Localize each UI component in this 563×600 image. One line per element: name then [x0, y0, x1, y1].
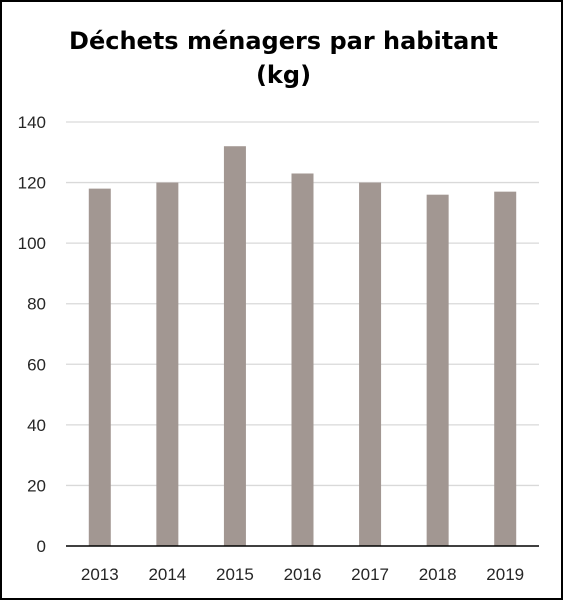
x-tick-label: 2019	[486, 565, 524, 584]
x-tick-label: 2015	[216, 565, 254, 584]
bar-2018	[426, 194, 449, 546]
chart-title-line-2: (kg)	[255, 61, 312, 89]
y-tick-label: 20	[27, 476, 46, 495]
y-tick-label: 140	[18, 113, 46, 132]
x-tick-label: 2014	[148, 565, 186, 584]
y-tick-label: 120	[18, 174, 46, 193]
y-tick-label: 40	[27, 416, 46, 435]
bar-2015	[223, 146, 246, 546]
x-axis-tick-labels: 2013 2014 2015 2016 2017 2018 2019	[81, 565, 524, 584]
bar-2016	[291, 173, 314, 546]
bar-2019	[494, 191, 517, 546]
y-tick-label: 80	[27, 295, 46, 314]
chart-title: Déchets ménagers par habitant (kg)	[2, 24, 563, 92]
y-axis-tick-labels: 0 20 40 60 80 100 120 140	[18, 113, 46, 556]
x-tick-label: 2013	[81, 565, 119, 584]
bar-2017	[359, 182, 382, 547]
chart-title-line-1: Déchets ménagers par habitant	[69, 27, 498, 55]
y-tick-label: 0	[37, 537, 46, 556]
x-tick-label: 2016	[284, 565, 322, 584]
x-tick-label: 2018	[419, 565, 457, 584]
x-tick-label: 2017	[351, 565, 389, 584]
y-tick-label: 100	[18, 234, 46, 253]
bars	[88, 146, 517, 547]
bar-2013	[88, 188, 111, 546]
y-tick-label: 60	[27, 355, 46, 374]
bar-2014	[156, 182, 179, 547]
